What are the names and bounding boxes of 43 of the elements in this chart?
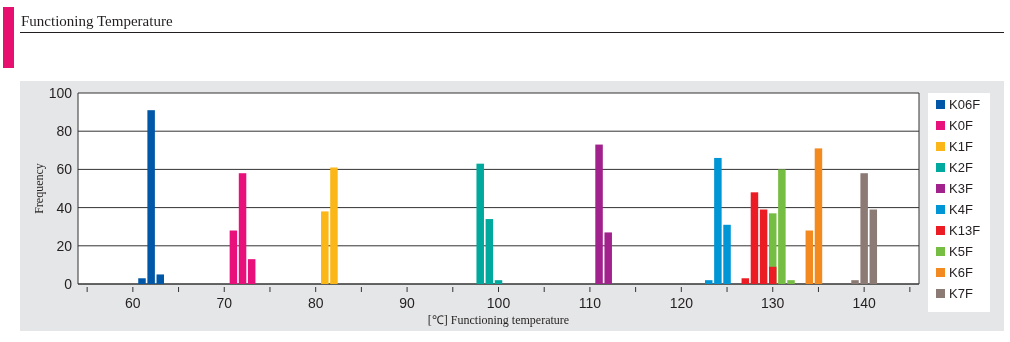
bar [229, 230, 238, 284]
bar [869, 209, 878, 284]
y-tick-label: 40 [56, 199, 73, 216]
legend-label: K1F [949, 139, 973, 154]
y-tick-label: 60 [56, 161, 73, 178]
legend-label: K13F [949, 223, 981, 238]
bar [741, 278, 750, 284]
legend-label: K5F [949, 244, 973, 259]
bar [247, 259, 256, 284]
y-tick-label: 0 [64, 276, 73, 292]
bar [485, 219, 494, 284]
bar [156, 274, 165, 284]
chart-title: Functioning Temperature [21, 13, 173, 29]
bar [768, 266, 777, 284]
legend-label: K2F [949, 160, 973, 175]
x-tick-label: 120 [669, 295, 694, 311]
x-tick-label: 90 [399, 295, 416, 311]
bar [476, 163, 484, 284]
legend-label: K4F [949, 202, 973, 217]
y-axis-title: Frequency [32, 163, 46, 214]
x-tick-label: 130 [761, 295, 785, 311]
bar [805, 230, 814, 284]
x-tick-label: 110 [578, 295, 602, 311]
x-axis-title: [℃] Functioning temperature [427, 313, 570, 327]
legend-label: K7F [949, 286, 973, 301]
bar [814, 148, 823, 284]
legend-label: K6F [949, 265, 973, 280]
bar [705, 280, 713, 284]
x-tick-label: 70 [216, 295, 233, 311]
x-tick-label: 80 [307, 295, 324, 311]
y-tick-label: 20 [56, 237, 73, 254]
y-tick-label: 100 [48, 85, 73, 101]
legend-label: K0F [949, 118, 973, 133]
x-tick-label: 60 [125, 295, 141, 311]
y-tick-label: 80 [56, 123, 73, 140]
bar [238, 173, 247, 284]
bar [759, 209, 768, 284]
x-tick-label: 140 [852, 295, 877, 311]
legend-label: K06F [949, 97, 981, 112]
bar [494, 280, 503, 284]
legend-label: K3F [949, 181, 973, 196]
bar [750, 192, 759, 284]
x-tick-label: 100 [486, 295, 511, 311]
